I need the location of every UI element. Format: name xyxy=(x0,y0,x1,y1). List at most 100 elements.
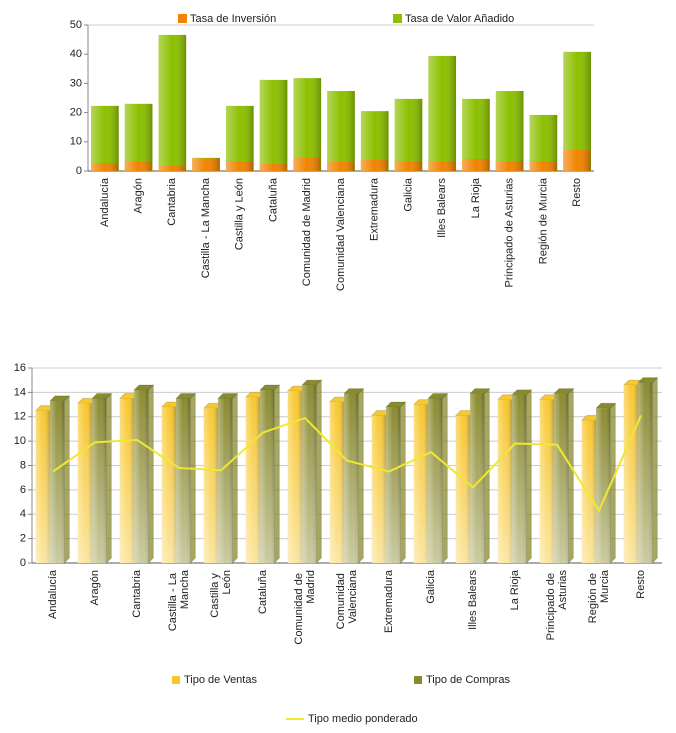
bar-shade xyxy=(124,103,153,171)
bar-side xyxy=(567,387,574,565)
bar-side xyxy=(147,383,154,565)
y-tick-label: 8 xyxy=(20,459,26,471)
bar-shade xyxy=(91,163,119,171)
bar-shade xyxy=(225,105,254,171)
x-tick-label: Resto xyxy=(571,178,583,207)
x-tick-label: Cantabria xyxy=(166,177,178,226)
bar-group xyxy=(462,98,490,171)
y-tick-label: 14 xyxy=(14,386,26,398)
bar-group xyxy=(259,79,288,171)
bar-shade xyxy=(293,78,322,171)
x-tick-label: Principado de Asturias xyxy=(545,570,569,641)
bar-fade xyxy=(35,410,51,563)
bar-fade xyxy=(161,407,177,563)
bar-group xyxy=(495,161,523,171)
bar-shade xyxy=(225,161,254,171)
bar-group xyxy=(90,392,113,565)
bar-group xyxy=(293,78,322,171)
bar-group xyxy=(384,400,407,565)
bar-shade xyxy=(158,34,187,171)
bar-fade xyxy=(287,391,303,563)
bar-side xyxy=(525,388,532,565)
x-tick-label: La Rioja xyxy=(470,177,482,218)
bar-group xyxy=(192,158,220,171)
bar-shade xyxy=(495,161,523,171)
bar-side xyxy=(189,392,196,565)
bar-shade xyxy=(428,161,456,171)
x-tick-label: Illes Balears xyxy=(436,178,448,238)
bar-fade xyxy=(218,398,233,563)
bar-side xyxy=(273,383,280,565)
bar-group xyxy=(91,105,119,171)
bar-shade xyxy=(192,158,220,171)
bar-group xyxy=(158,166,186,171)
bar-fade xyxy=(638,382,653,563)
bar-group xyxy=(428,55,457,172)
bar-fade xyxy=(413,404,429,563)
y-tick-label: 0 xyxy=(76,165,82,177)
bar-group xyxy=(48,394,71,565)
legend-label: Tasa de Inversión xyxy=(190,13,276,25)
x-tick-label: Aragón xyxy=(133,178,145,213)
bar-group xyxy=(552,387,575,565)
bar-fade xyxy=(302,385,317,563)
y-tick-label: 20 xyxy=(70,107,82,119)
bar-shade xyxy=(360,159,389,171)
legend-swatch xyxy=(172,676,180,684)
x-tick-label: Extremadura xyxy=(383,569,395,633)
bar-group xyxy=(258,383,281,565)
bar-group xyxy=(327,90,355,171)
bar-fade xyxy=(77,403,93,563)
bar-side xyxy=(315,378,322,565)
bar-group xyxy=(426,392,449,565)
bar-fade xyxy=(329,402,345,563)
bar-group xyxy=(124,161,152,171)
bar-group xyxy=(394,98,423,171)
bar-shade xyxy=(91,105,119,171)
bar-group xyxy=(594,402,617,565)
y-tick-label: 6 xyxy=(20,484,26,496)
x-tick-label: Cataluña xyxy=(257,569,269,614)
bar-group xyxy=(360,159,389,171)
bar-group xyxy=(158,34,187,171)
bar-fade xyxy=(176,398,191,563)
bar-side xyxy=(63,394,70,565)
bar-fade xyxy=(470,393,485,563)
x-tick-label: La Rioja xyxy=(509,569,521,610)
bar-side xyxy=(441,392,448,565)
bar-shade xyxy=(327,90,355,171)
bar-group xyxy=(327,161,355,171)
legend-label: Tasa de Valor Añadido xyxy=(405,13,514,25)
bar-shade xyxy=(158,166,186,171)
bar-fade xyxy=(203,408,219,563)
bar-shade xyxy=(259,79,288,171)
bar-fade xyxy=(512,394,527,563)
bar-side xyxy=(651,376,658,565)
bar-group xyxy=(462,159,490,171)
bar-fade xyxy=(134,389,149,563)
bar-group xyxy=(412,398,435,565)
x-tick-label: Andalucía xyxy=(99,177,111,227)
bar-fade xyxy=(119,398,135,563)
bar-group xyxy=(225,161,254,171)
bar-shade xyxy=(259,163,287,171)
bar-fade xyxy=(428,398,443,563)
x-tick-label: Región de Murcia xyxy=(537,177,549,264)
y-tick-label: 10 xyxy=(70,136,82,148)
x-tick-label: Principado de Asturias xyxy=(504,178,516,288)
x-tick-label: Comunidad de Madrid xyxy=(293,570,317,645)
bar-group xyxy=(529,161,557,171)
x-tick-label: Andalucía xyxy=(47,569,59,619)
bar-shade xyxy=(124,161,152,171)
bar-fade xyxy=(581,420,597,563)
bar-group xyxy=(510,388,533,565)
bar-fade xyxy=(623,385,639,563)
bar-shade xyxy=(529,161,557,171)
bar-fade xyxy=(344,393,359,563)
bar-fade xyxy=(386,407,401,563)
bar-group xyxy=(216,392,239,565)
bar-side xyxy=(399,400,406,565)
x-tick-label: Illes Balears xyxy=(467,570,479,630)
legend-swatch xyxy=(414,676,422,684)
x-tick-label: Comunidad Valenciana xyxy=(335,569,359,629)
